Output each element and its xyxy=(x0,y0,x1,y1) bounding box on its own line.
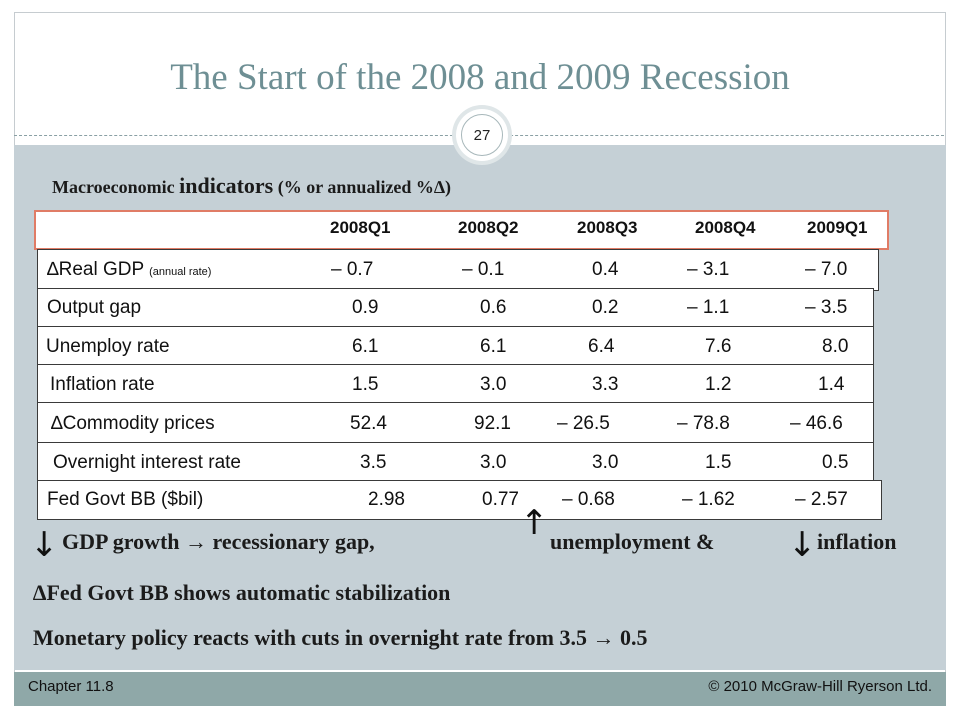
table-row xyxy=(37,249,879,291)
note-gdp: GDP growth → recessionary gap, xyxy=(62,529,375,554)
subtitle-post: (% or annualized %∆) xyxy=(273,177,451,197)
table-cell: – 1.62 xyxy=(682,489,735,510)
table-cell: 1.2 xyxy=(705,374,732,395)
table-cell: 0.5 xyxy=(822,452,849,473)
table-cell: 7.6 xyxy=(705,336,732,357)
table-cell: – 2.57 xyxy=(795,489,848,510)
note-fed-govt: ∆Fed Govt BB shows automatic stabilizati… xyxy=(33,580,451,605)
table-cell: – 1.1 xyxy=(687,297,730,318)
note-monetary-policy: Monetary policy reacts with cuts in over… xyxy=(33,625,648,650)
table-cell: 3.0 xyxy=(592,452,619,473)
table-cell: 52.4 xyxy=(350,413,387,434)
table-cell: – 46.6 xyxy=(790,413,843,434)
row-label: ∆Commodity prices xyxy=(51,413,215,434)
row-label: Overnight interest rate xyxy=(53,452,241,473)
row-label: Inflation rate xyxy=(50,374,155,395)
footer-bar xyxy=(14,672,946,706)
table-cell: 3.0 xyxy=(480,374,507,395)
table-row xyxy=(37,480,882,520)
table-cell: 6.1 xyxy=(480,336,507,357)
table-cell: 3.3 xyxy=(592,374,619,395)
table-cell: – 26.5 xyxy=(557,413,610,434)
table-cell: 3.0 xyxy=(480,452,507,473)
footer-copyright: © 2010 McGraw-Hill Ryerson Ltd. xyxy=(708,678,932,695)
subtitle: Macroeconomic indicators (% or annualize… xyxy=(52,173,451,199)
note-inflation: inflation xyxy=(817,529,897,554)
table-cell: 0.6 xyxy=(480,297,507,318)
table-cell: 2.98 xyxy=(368,489,405,510)
column-header: 2008Q3 xyxy=(577,218,638,237)
table-cell: 0.2 xyxy=(592,297,619,318)
subtitle-big: indicators xyxy=(179,173,274,198)
table-cell: – 3.1 xyxy=(687,259,730,280)
column-header: 2008Q1 xyxy=(330,218,391,237)
table-cell: 3.5 xyxy=(360,452,387,473)
note-unemployment: unemployment & xyxy=(550,529,715,554)
table-cell: 0.77 xyxy=(482,489,519,510)
down-arrow-icon: ↓ xyxy=(788,525,817,565)
table-cell: 0.4 xyxy=(592,259,619,280)
up-arrow-icon: ↑ xyxy=(520,503,549,543)
subtitle-pre: Macroeconomic xyxy=(52,177,180,197)
footer-chapter: Chapter 11.8 xyxy=(28,678,114,695)
row-label-text: ∆Real GDP xyxy=(47,259,150,280)
table-row xyxy=(37,288,874,327)
row-label-note: (annual rate) xyxy=(149,266,212,278)
table-cell: 1.5 xyxy=(705,452,732,473)
row-label: Output gap xyxy=(47,297,142,318)
table-cell: – 0.68 xyxy=(562,489,615,510)
table-cell: 92.1 xyxy=(474,413,511,434)
table-cell: – 7.0 xyxy=(805,259,848,280)
down-arrow-icon: ↓ xyxy=(30,525,59,565)
row-label: Fed Govt BB ($bil) xyxy=(47,489,204,510)
column-header: 2009Q1 xyxy=(807,218,868,237)
table-cell: – 78.8 xyxy=(677,413,730,434)
column-header: 2008Q4 xyxy=(695,218,756,237)
slide-title: The Start of the 2008 and 2009 Recession xyxy=(170,57,790,98)
column-header-box xyxy=(34,210,889,250)
table-cell: – 3.5 xyxy=(805,297,848,318)
table-cell: 6.1 xyxy=(352,336,379,357)
table-cell: 0.9 xyxy=(352,297,379,318)
table-cell: 8.0 xyxy=(822,336,849,357)
page-number: 27 xyxy=(461,114,503,156)
table-cell: – 0.7 xyxy=(331,259,374,280)
table-cell: – 0.1 xyxy=(462,259,505,280)
row-label: Unemploy rate xyxy=(46,336,170,357)
table-cell: 1.4 xyxy=(818,374,845,395)
row-label: ∆Real GDP (annual rate) xyxy=(47,259,211,281)
table-cell: 1.5 xyxy=(352,374,379,395)
table-row xyxy=(37,364,874,404)
table-cell: 6.4 xyxy=(588,336,615,357)
page-number-badge: 27 xyxy=(456,109,508,161)
column-header: 2008Q2 xyxy=(458,218,519,237)
